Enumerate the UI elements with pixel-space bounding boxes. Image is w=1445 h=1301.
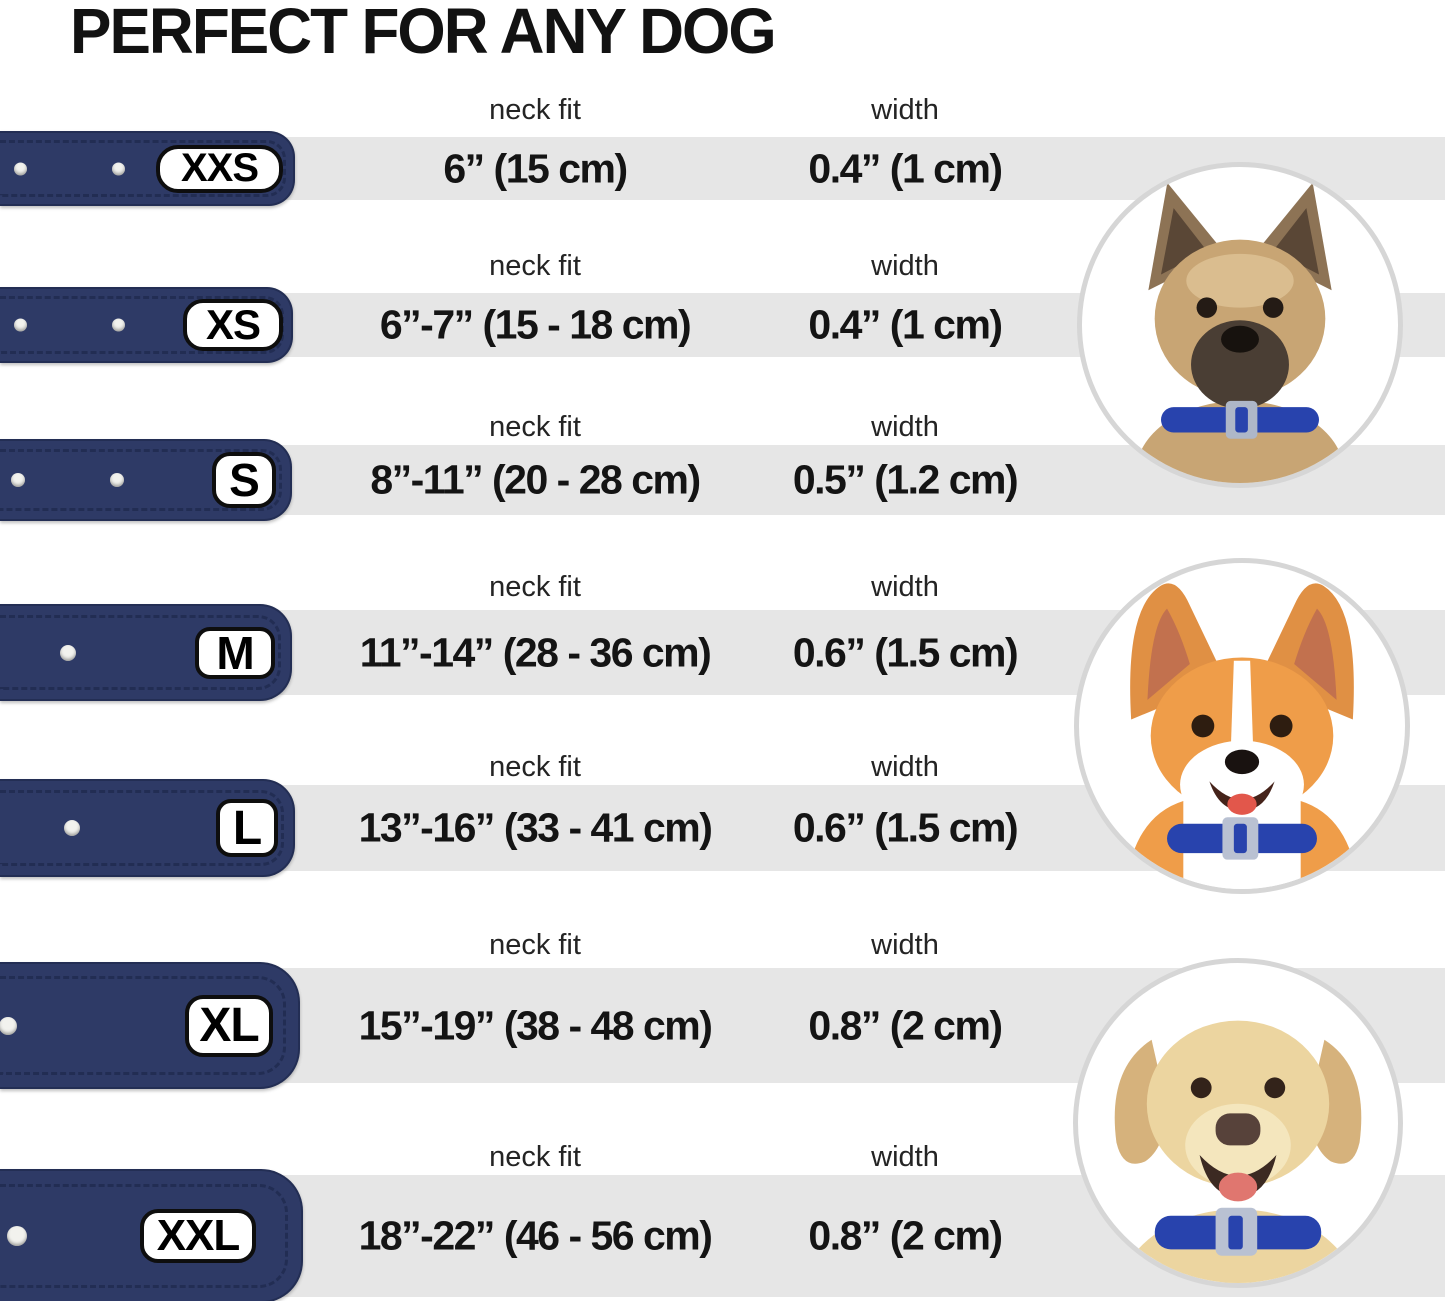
collar-graphic: XL [0, 962, 300, 1089]
neck-fit-value: 15”-19” (38 - 48 cm) [358, 1002, 713, 1048]
collar-hole [64, 820, 80, 836]
neck-fit-header: neck fit [489, 751, 581, 783]
neck-fit-value: 13”-16” (33 - 41 cm) [358, 804, 713, 851]
width-header: width [871, 571, 939, 603]
size-label: M [195, 626, 275, 679]
width-value: 0.6” (1.5 cm) [792, 629, 1019, 675]
size-label: XXL [140, 1209, 256, 1263]
width-header: width [871, 94, 939, 126]
neck-fit-value: 6”-7” (15 - 18 cm) [379, 301, 692, 348]
collar-graphic: XXS [0, 131, 295, 206]
collar-hole [11, 473, 25, 487]
collar-hole [13, 162, 27, 175]
collar-stitching [0, 140, 286, 197]
neck-fit-header: neck fit [489, 250, 581, 282]
collar-hole [60, 644, 76, 661]
collar-stitching [0, 976, 286, 1075]
collar-graphic: M [0, 604, 292, 701]
collar-hole [110, 473, 124, 487]
page-title: PERFECT FOR ANY DOG [70, 0, 777, 67]
labrador-dog-image [1073, 958, 1403, 1288]
collar-graphic: XS [0, 287, 293, 363]
neck-fit-header: neck fit [489, 94, 581, 126]
collar-hole [111, 318, 125, 332]
collar-hole [7, 1226, 27, 1246]
neck-fit-header: neck fit [489, 1141, 581, 1173]
size-label: S [212, 452, 276, 508]
size-label: XL [185, 994, 273, 1057]
corgi-dog-image [1074, 558, 1410, 894]
width-value: 0.4” (1 cm) [808, 301, 1003, 348]
size-label: XS [183, 299, 283, 351]
collar-graphic: S [0, 439, 292, 521]
neck-fit-value: 8”-11” (20 - 28 cm) [370, 456, 701, 503]
collar-hole [111, 162, 125, 175]
width-value: 0.6” (1.5 cm) [792, 804, 1019, 851]
collar-hole [13, 318, 27, 332]
terrier-dog-image [1077, 162, 1403, 488]
width-header: width [871, 411, 939, 443]
collar-hole [0, 1016, 17, 1035]
collar-graphic: L [0, 779, 295, 877]
width-header: width [871, 1141, 939, 1173]
size-label: XXS [156, 144, 283, 193]
collar-stitching [0, 449, 282, 511]
width-value: 0.8” (2 cm) [808, 1002, 1003, 1048]
width-value: 0.5” (1.2 cm) [792, 456, 1019, 503]
collar-stitching [0, 790, 284, 866]
width-header: width [871, 250, 939, 282]
width-header: width [871, 929, 939, 961]
collar-stitching [0, 1184, 288, 1288]
size-label: L [216, 799, 278, 857]
width-value: 0.8” (2 cm) [808, 1212, 1003, 1259]
width-header: width [871, 751, 939, 783]
neck-fit-value: 11”-14” (28 - 36 cm) [359, 629, 712, 675]
neck-fit-header: neck fit [489, 571, 581, 603]
collar-stitching [0, 615, 281, 690]
neck-fit-header: neck fit [489, 411, 581, 443]
collar-graphic: XXL [0, 1169, 303, 1301]
neck-fit-value: 6” (15 cm) [443, 145, 628, 191]
neck-fit-value: 18”-22” (46 - 56 cm) [358, 1212, 713, 1259]
neck-fit-header: neck fit [489, 929, 581, 961]
width-value: 0.4” (1 cm) [808, 145, 1003, 191]
